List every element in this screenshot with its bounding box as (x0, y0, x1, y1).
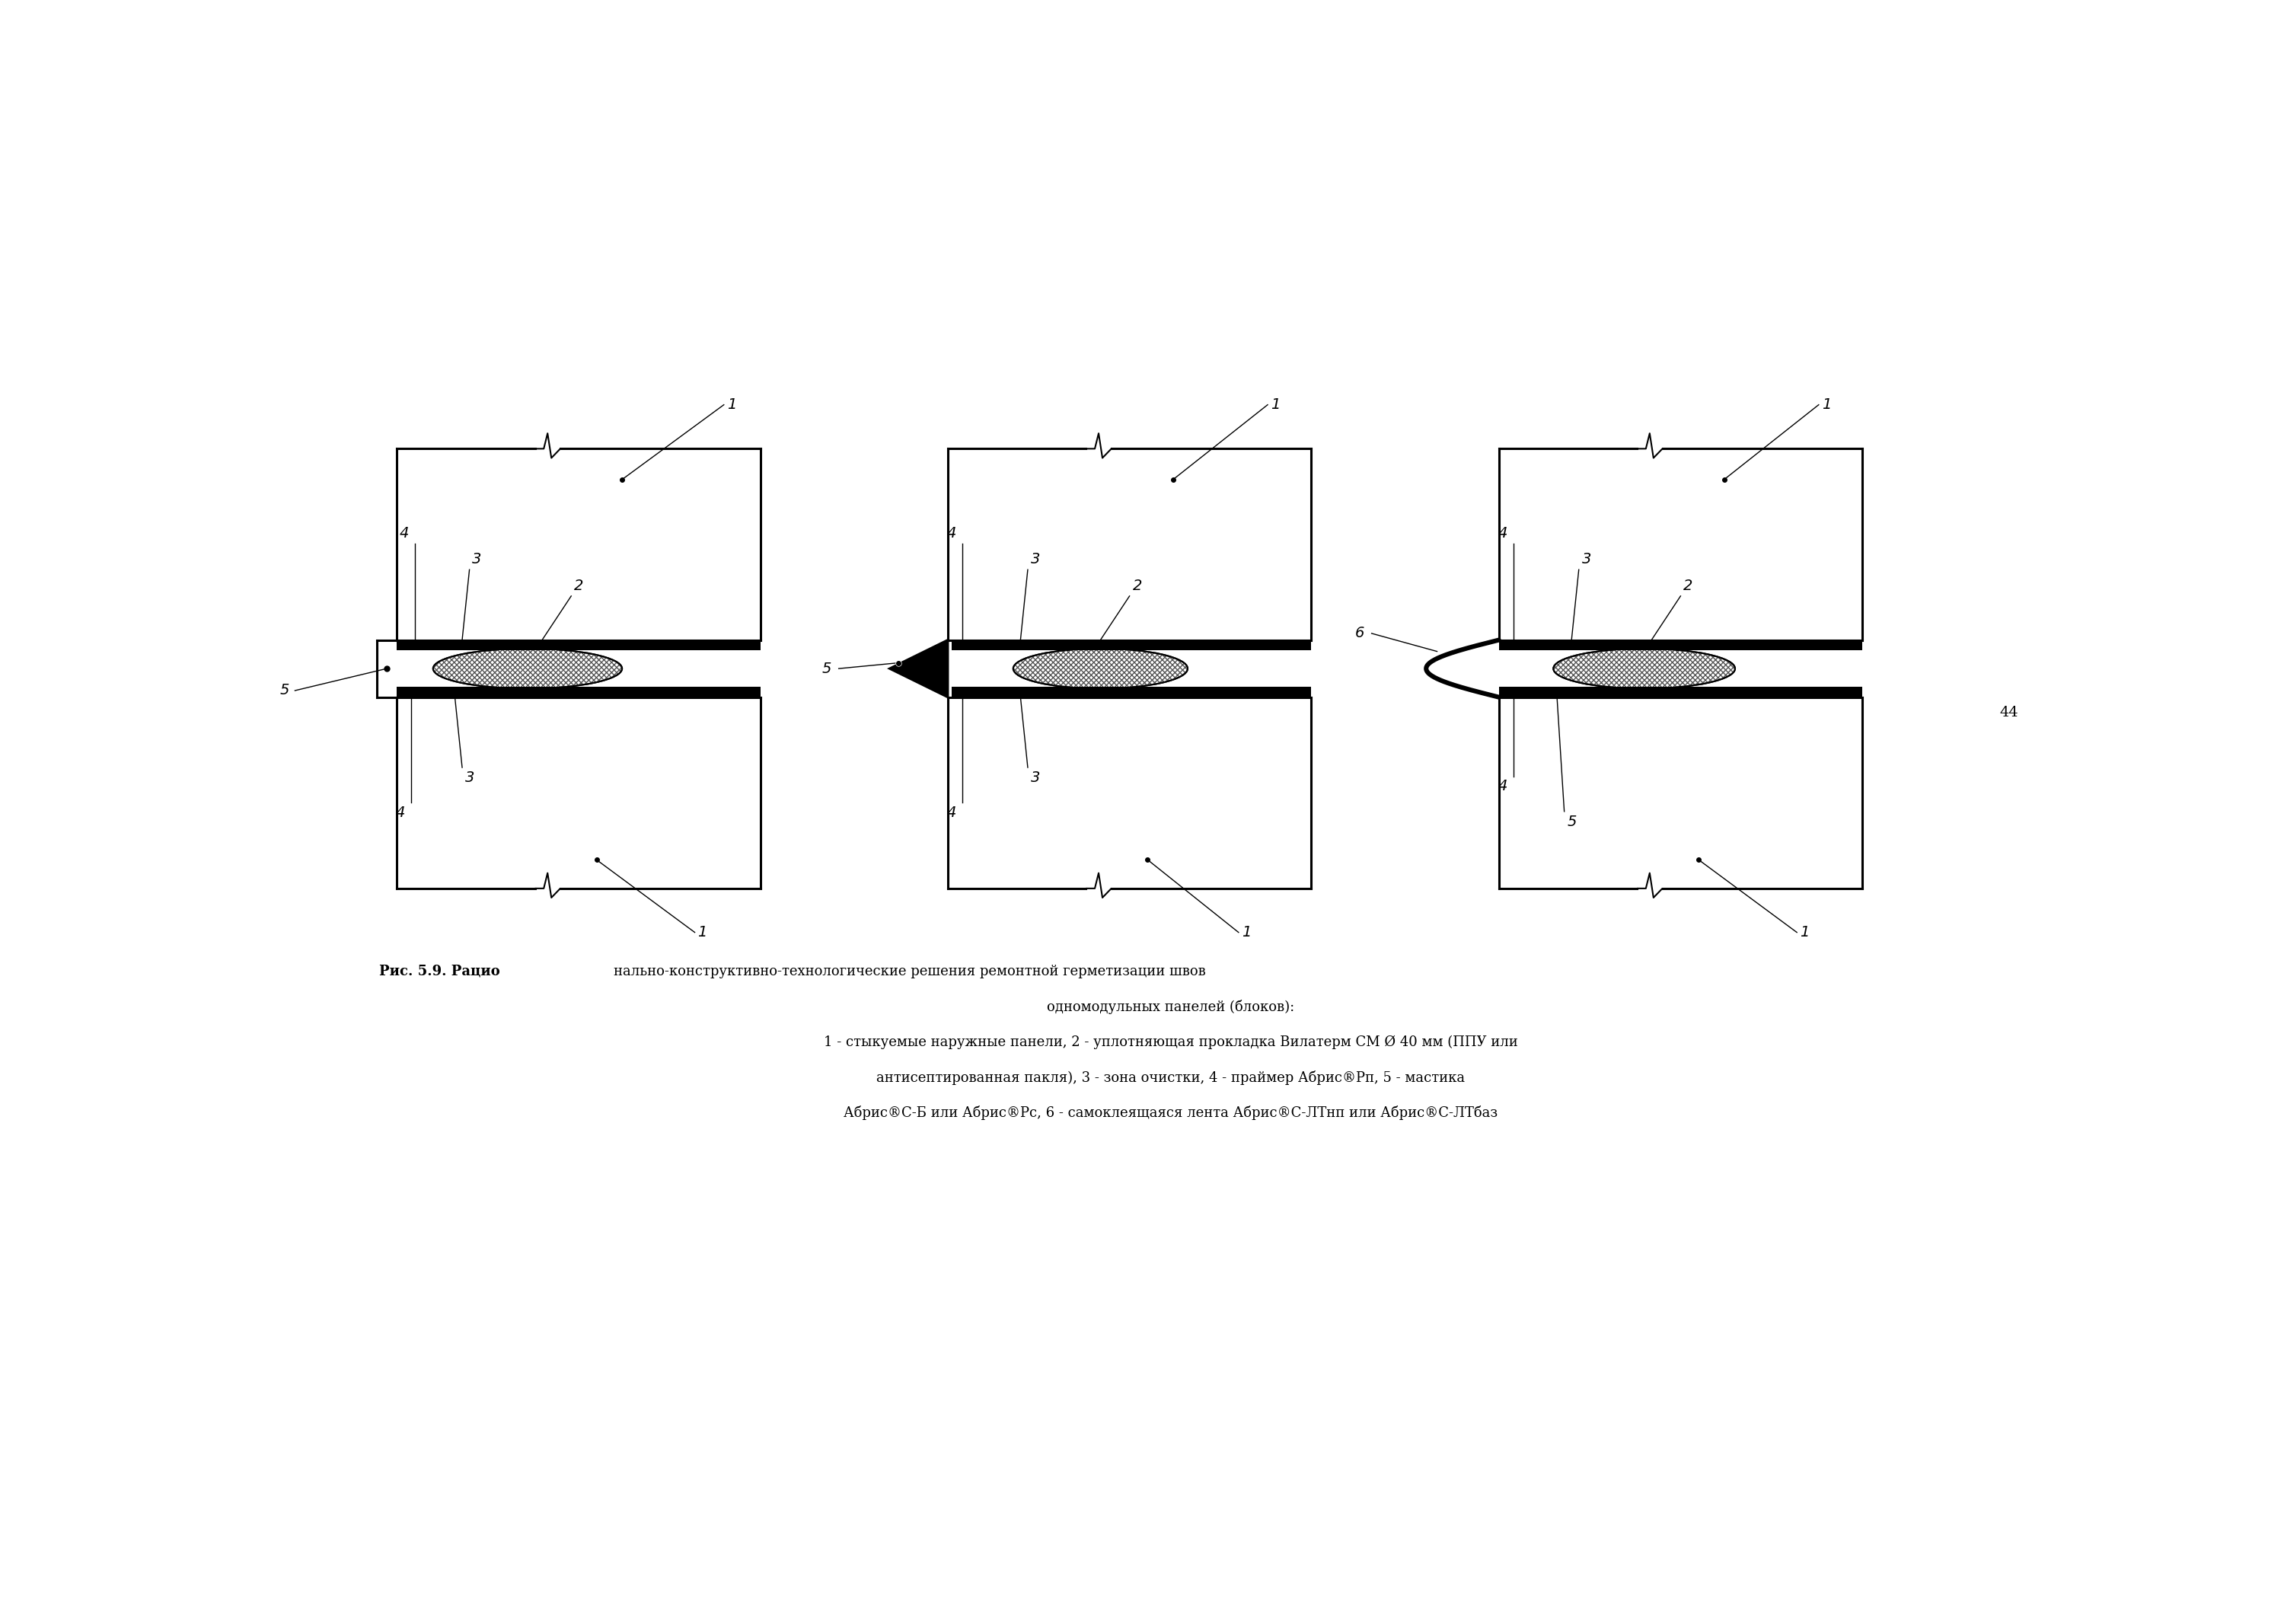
Bar (397, 640, 761, 650)
Text: 3: 3 (1583, 552, 1592, 567)
Text: 1: 1 (1823, 398, 1832, 412)
Bar (1498, 687, 1861, 697)
Text: 4: 4 (400, 526, 409, 541)
Text: 4: 4 (395, 806, 404, 820)
Text: одномодульных панелей (блоков):: одномодульных панелей (блоков): (1046, 1000, 1295, 1015)
Ellipse shape (1553, 648, 1736, 689)
Bar (1498, 640, 1861, 650)
Text: 4: 4 (948, 806, 957, 820)
Bar (397, 687, 761, 697)
Bar (952, 640, 1311, 650)
Polygon shape (891, 640, 948, 697)
Text: 3: 3 (1030, 770, 1039, 784)
Text: 6: 6 (1354, 627, 1364, 640)
Text: 4: 4 (1498, 780, 1507, 794)
Text: нально-конструктивно-технологические решения ремонтной герметизации швов: нально-конструктивно-технологические реш… (614, 965, 1206, 978)
Text: 5: 5 (1567, 814, 1576, 828)
Text: 2: 2 (1683, 578, 1692, 593)
Bar (952, 687, 1311, 697)
Text: 1: 1 (726, 398, 735, 412)
Text: 2: 2 (1133, 578, 1142, 593)
Text: 1: 1 (1270, 398, 1279, 412)
Ellipse shape (434, 648, 621, 689)
Text: 1: 1 (1242, 926, 1252, 940)
Text: 3: 3 (1030, 552, 1039, 567)
Text: 1 - стыкуемые наружные панели, 2 - уплотняющая прокладка Вилатерм СМ Ø 40 мм (ПП: 1 - стыкуемые наружные панели, 2 - уплот… (825, 1034, 1517, 1049)
Text: 3: 3 (466, 770, 475, 784)
Text: 44: 44 (1998, 706, 2019, 719)
Text: 2: 2 (573, 578, 582, 593)
Text: 4: 4 (1498, 526, 1507, 541)
Text: 4: 4 (948, 526, 957, 541)
Text: Абрис®С-Б или Абрис®Рс, 6 - самоклеящаяся лента Абрис®С-ЛТнп или Абрис®С-ЛТбаз: Абрис®С-Б или Абрис®Рс, 6 - самоклеящаяс… (843, 1106, 1498, 1121)
Text: 3: 3 (473, 552, 482, 567)
Text: антисептированная пакля), 3 - зона очистки, 4 - праймер Абрис®Рп, 5 - мастика: антисептированная пакля), 3 - зона очист… (877, 1070, 1464, 1085)
Text: 5: 5 (822, 661, 831, 676)
Ellipse shape (1014, 648, 1188, 689)
Text: 1: 1 (1800, 926, 1809, 940)
Text: 1: 1 (697, 926, 708, 940)
Text: Рис. 5.9. Рацио: Рис. 5.9. Рацио (379, 965, 500, 978)
Text: 5: 5 (279, 684, 290, 698)
